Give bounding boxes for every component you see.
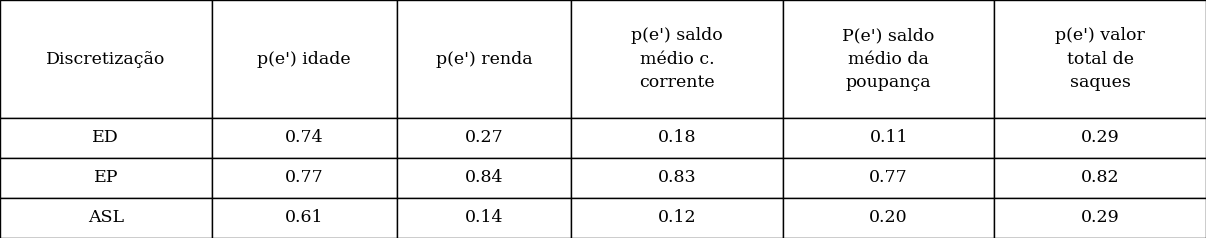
Bar bbox=[783, 0, 995, 118]
Text: p(e') saldo
médio c.
corrente: p(e') saldo médio c. corrente bbox=[631, 27, 722, 91]
Text: 0.61: 0.61 bbox=[285, 209, 323, 227]
Text: ED: ED bbox=[93, 129, 119, 147]
Bar bbox=[572, 158, 783, 198]
Text: 0.77: 0.77 bbox=[870, 169, 908, 187]
Bar bbox=[397, 118, 572, 158]
Bar bbox=[783, 198, 995, 238]
Text: 0.20: 0.20 bbox=[870, 209, 908, 227]
Bar bbox=[211, 198, 397, 238]
Bar bbox=[211, 0, 397, 118]
Bar bbox=[995, 0, 1206, 118]
Text: p(e') idade: p(e') idade bbox=[257, 50, 351, 68]
Text: 0.83: 0.83 bbox=[657, 169, 696, 187]
Bar bbox=[572, 0, 783, 118]
Text: p(e') renda: p(e') renda bbox=[435, 50, 532, 68]
Bar bbox=[0, 0, 211, 118]
Text: Discretização: Discretização bbox=[46, 50, 165, 68]
Text: 0.29: 0.29 bbox=[1081, 129, 1119, 147]
Text: 0.18: 0.18 bbox=[657, 129, 696, 147]
Bar bbox=[397, 158, 572, 198]
Bar bbox=[211, 158, 397, 198]
Text: 0.27: 0.27 bbox=[464, 129, 503, 147]
Text: 0.82: 0.82 bbox=[1081, 169, 1119, 187]
Text: 0.11: 0.11 bbox=[870, 129, 908, 147]
Text: 0.29: 0.29 bbox=[1081, 209, 1119, 227]
Bar bbox=[783, 118, 995, 158]
Text: p(e') valor
total de
saques: p(e') valor total de saques bbox=[1055, 27, 1146, 91]
Bar bbox=[0, 158, 211, 198]
Text: EP: EP bbox=[94, 169, 118, 187]
Bar bbox=[572, 198, 783, 238]
Text: 0.84: 0.84 bbox=[464, 169, 503, 187]
Text: ASL: ASL bbox=[88, 209, 124, 227]
Bar bbox=[397, 198, 572, 238]
Text: P(e') saldo
médio da
poupança: P(e') saldo médio da poupança bbox=[843, 27, 935, 91]
Bar bbox=[783, 158, 995, 198]
Bar bbox=[397, 0, 572, 118]
Bar bbox=[995, 118, 1206, 158]
Bar bbox=[995, 198, 1206, 238]
Bar bbox=[211, 118, 397, 158]
Text: 0.12: 0.12 bbox=[657, 209, 696, 227]
Text: 0.74: 0.74 bbox=[285, 129, 323, 147]
Text: 0.77: 0.77 bbox=[285, 169, 323, 187]
Text: 0.14: 0.14 bbox=[464, 209, 503, 227]
Bar bbox=[572, 118, 783, 158]
Bar bbox=[0, 198, 211, 238]
Bar bbox=[995, 158, 1206, 198]
Bar bbox=[0, 118, 211, 158]
